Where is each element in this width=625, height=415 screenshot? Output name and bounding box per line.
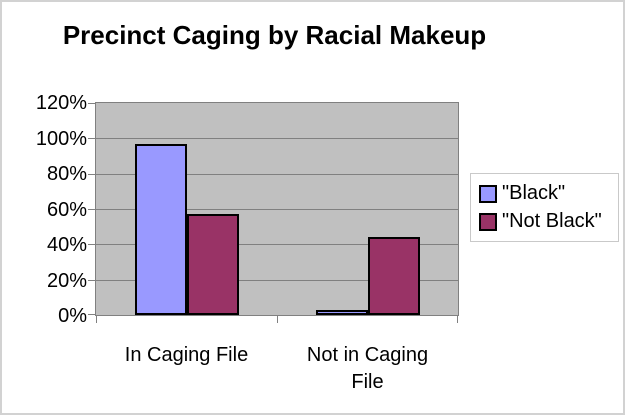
y-axis-tick <box>88 209 95 210</box>
y-axis-tick <box>88 138 95 140</box>
gridline <box>96 173 458 175</box>
gridline <box>96 279 458 281</box>
y-tick-label: 80% <box>46 163 87 185</box>
y-axis-tick <box>88 314 95 315</box>
y-tick-label: 0% <box>58 305 87 327</box>
gridline <box>96 244 458 246</box>
legend-item: "Not Black" <box>479 210 618 233</box>
x-axis-tick <box>277 316 278 323</box>
y-tick-label: 20% <box>46 269 87 292</box>
legend-label: "Black" <box>502 182 566 204</box>
legend-label: "Not Black" <box>502 210 602 232</box>
x-axis-tick <box>96 316 97 323</box>
y-tick-label: 100% <box>35 127 87 150</box>
y-axis-tick <box>88 103 95 104</box>
x-category-label: In Caging File <box>124 344 249 366</box>
plot-area <box>88 102 459 323</box>
legend-swatch-not-black <box>479 212 497 231</box>
y-axis-tick <box>88 173 95 175</box>
legend-item: "Black" <box>479 182 618 205</box>
bar-in-caging-not-black <box>186 214 239 315</box>
bar-not-in-caging-not-black <box>367 237 420 315</box>
y-axis-tick <box>88 279 95 281</box>
chart-title: Precinct Caging by Racial Makeup <box>62 20 487 50</box>
gridline <box>96 138 458 140</box>
bar-in-caging-black <box>134 143 187 315</box>
legend-swatch-black <box>479 184 497 203</box>
legend: "Black" "Not Black" <box>470 173 619 242</box>
y-tick-label: 120% <box>35 92 87 114</box>
y-axis-tick-labels: 120% 100% 80% 60% 40% 20% 0% <box>2 91 87 328</box>
x-category-label: Not in Caging File <box>306 344 429 393</box>
y-axis-tick <box>88 244 95 246</box>
bar-not-in-caging-black <box>315 309 368 315</box>
x-axis-tick <box>457 316 458 323</box>
y-tick-label: 40% <box>46 234 87 256</box>
y-tick-label: 60% <box>46 198 87 221</box>
gridline <box>96 209 458 210</box>
